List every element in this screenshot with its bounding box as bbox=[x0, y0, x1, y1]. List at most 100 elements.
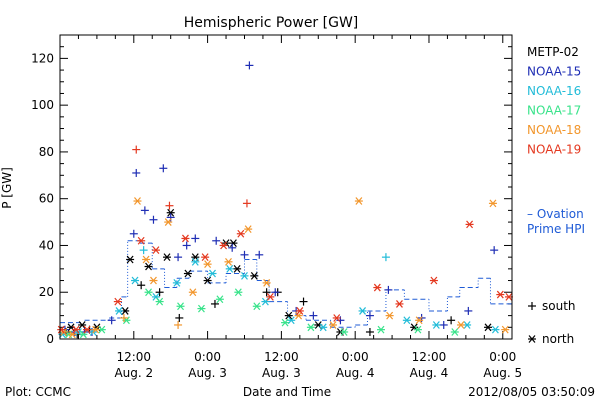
data-point-metp-02 bbox=[144, 262, 153, 271]
y-tick-label: 60 bbox=[39, 192, 54, 206]
data-point-noaa-15 bbox=[159, 164, 168, 173]
data-point-noaa-18 bbox=[188, 288, 197, 297]
data-point-noaa-16 bbox=[240, 271, 249, 280]
data-point-noaa-16 bbox=[139, 246, 148, 255]
data-point-noaa-18 bbox=[262, 278, 271, 287]
legend-marker-label: south bbox=[542, 299, 576, 313]
data-point-noaa-17 bbox=[252, 302, 261, 311]
data-point-noaa-19 bbox=[465, 220, 474, 229]
data-point-noaa-16 bbox=[225, 264, 234, 273]
data-point-noaa-18 bbox=[224, 257, 233, 266]
legend-entry: NOAA-17 bbox=[527, 104, 581, 118]
y-tick-label: 40 bbox=[39, 238, 54, 252]
data-point-noaa-16 bbox=[319, 323, 328, 332]
data-point-metp-02 bbox=[484, 323, 493, 332]
x-tick-label: 12:00 bbox=[412, 350, 447, 364]
data-point-noaa-17 bbox=[234, 288, 243, 297]
data-point-noaa-15 bbox=[129, 229, 138, 238]
x-tick-date-label: Aug. 4 bbox=[336, 366, 375, 380]
data-point-noaa-16 bbox=[491, 325, 500, 334]
data-point-noaa-18 bbox=[203, 260, 212, 269]
data-point-noaa-17 bbox=[413, 325, 422, 334]
data-point-noaa-15 bbox=[228, 243, 237, 252]
data-point-noaa-18 bbox=[488, 199, 497, 208]
y-axis-label: P [GW] bbox=[0, 167, 14, 209]
data-point-metp-02 bbox=[191, 253, 200, 262]
x-tick-date-label: Aug. 2 bbox=[114, 366, 153, 380]
data-point-noaa-16 bbox=[115, 307, 124, 315]
data-point-noaa-16 bbox=[358, 307, 367, 315]
y-tick-label: 0 bbox=[46, 332, 54, 346]
data-point-noaa-18 bbox=[142, 255, 151, 264]
data-point-noaa-19 bbox=[295, 307, 304, 315]
data-point-noaa-15 bbox=[365, 311, 374, 320]
data-point-metp-02 bbox=[262, 288, 271, 297]
plot-timestamp: 2012/08/05 03:50:09 bbox=[468, 385, 595, 399]
data-point-noaa-16 bbox=[191, 257, 200, 266]
plot-frame bbox=[59, 34, 513, 340]
data-point-metp-02 bbox=[233, 264, 242, 273]
x-tick-date-label: Aug. 3 bbox=[262, 366, 301, 380]
data-point-metp-02 bbox=[284, 311, 293, 320]
data-point-noaa-15 bbox=[271, 288, 280, 297]
legend-entry: METP-02 bbox=[527, 45, 579, 59]
y-tick-label: 100 bbox=[31, 98, 54, 112]
legend-entry: NOAA-19 bbox=[527, 143, 581, 157]
data-point-metp-02 bbox=[137, 281, 146, 290]
legend-entry: NOAA-18 bbox=[527, 123, 581, 137]
data-point-noaa-16 bbox=[208, 269, 217, 278]
data-point-noaa-19 bbox=[71, 325, 80, 334]
data-point-noaa-16 bbox=[131, 276, 140, 285]
data-point-noaa-17 bbox=[197, 304, 206, 313]
data-point-noaa-17 bbox=[215, 295, 224, 304]
data-point-noaa-19 bbox=[113, 297, 122, 306]
data-point-noaa-19 bbox=[395, 300, 404, 308]
data-point-metp-02 bbox=[155, 288, 164, 297]
data-point-noaa-19 bbox=[266, 293, 275, 301]
data-point-noaa-17 bbox=[377, 325, 386, 334]
data-point-noaa-19 bbox=[181, 234, 190, 243]
data-point-noaa-17 bbox=[450, 328, 459, 336]
x-tick-label: 12:00 bbox=[264, 350, 299, 364]
data-point-noaa-16 bbox=[381, 253, 390, 262]
data-point-noaa-19 bbox=[201, 253, 210, 262]
data-point-metp-02 bbox=[175, 313, 184, 322]
data-point-noaa-15 bbox=[490, 246, 499, 255]
data-point-noaa-19 bbox=[373, 283, 382, 292]
data-point-noaa-15 bbox=[212, 236, 221, 245]
data-point-noaa-18 bbox=[456, 321, 465, 329]
data-point-noaa-19 bbox=[429, 276, 438, 285]
data-point-noaa-15 bbox=[255, 250, 264, 259]
data-point-noaa-19 bbox=[83, 325, 92, 334]
x-tick-label: 0:00 bbox=[194, 350, 221, 364]
data-point-metp-02 bbox=[365, 327, 374, 336]
data-point-noaa-18 bbox=[415, 316, 424, 325]
y-tick-label: 20 bbox=[39, 285, 54, 299]
data-point-noaa-19 bbox=[219, 241, 228, 250]
x-axis-ticks: 12:00 Aug. 2 0:00 Aug. 3 12:00 Aug. 3 0:00 Aug.… bbox=[59, 35, 522, 380]
data-point-noaa-19 bbox=[137, 236, 146, 245]
data-point-noaa-15 bbox=[107, 316, 116, 325]
legend-entry: NOAA-15 bbox=[527, 65, 581, 79]
data-point-noaa-16 bbox=[432, 321, 441, 329]
legend-marker-label: north bbox=[542, 332, 574, 346]
data-point-noaa-15 bbox=[132, 168, 141, 177]
data-point-noaa-15 bbox=[245, 61, 254, 70]
data-point-noaa-19 bbox=[236, 229, 245, 238]
data-point-noaa-19 bbox=[132, 145, 141, 154]
data-point-noaa-19 bbox=[242, 199, 251, 208]
data-point-metp-02 bbox=[126, 255, 135, 264]
data-point-metp-02 bbox=[163, 253, 172, 262]
data-point-noaa-19 bbox=[151, 246, 160, 255]
data-point-noaa-15 bbox=[384, 285, 393, 294]
data-point-noaa-19 bbox=[165, 201, 174, 210]
x-tick-label: 0:00 bbox=[489, 350, 516, 364]
data-point-noaa-16 bbox=[402, 316, 411, 325]
data-point-noaa-18 bbox=[174, 320, 183, 329]
data-point-metp-02 bbox=[78, 321, 87, 329]
data-point-noaa-18 bbox=[91, 325, 100, 334]
data-point-metp-02 bbox=[166, 208, 175, 217]
y-axis-ticks: 0 20 40 60 80 100 120 bbox=[31, 34, 512, 346]
legend-north-marker bbox=[528, 335, 536, 343]
data-point-noaa-18 bbox=[329, 321, 338, 329]
